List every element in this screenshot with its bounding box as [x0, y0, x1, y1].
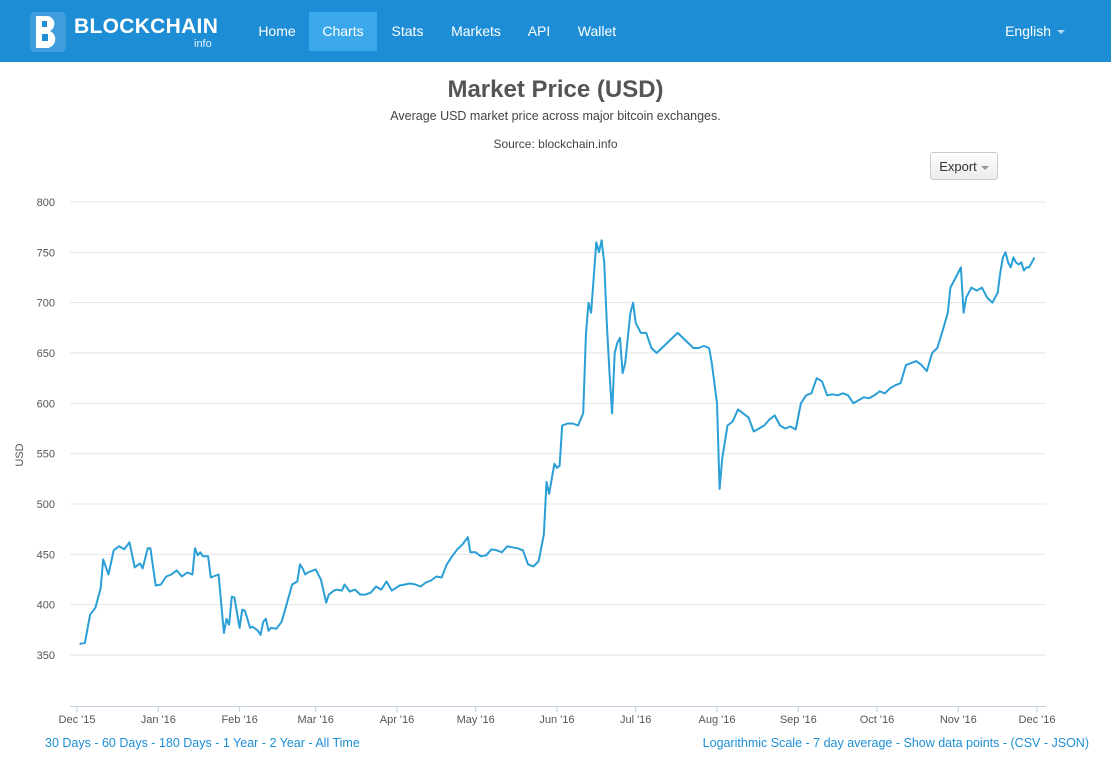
nav-stats[interactable]: Stats [391, 23, 424, 39]
x-tick-label: Jan '16 [141, 714, 176, 726]
brand-subtext: info [194, 38, 212, 50]
x-tick-label: Aug '16 [699, 714, 736, 726]
x-tick-label: Sep '16 [780, 714, 817, 726]
y-tick-label: 450 [37, 549, 55, 561]
x-tick-label: Apr '16 [380, 714, 415, 726]
x-tick-label: Dec '16 [1019, 714, 1056, 726]
x-tick-label: Jul '16 [620, 714, 651, 726]
x-tick-label: Feb '16 [221, 714, 257, 726]
range-1-year[interactable]: 1 Year [222, 736, 259, 750]
json-link[interactable]: JSON [1051, 736, 1085, 750]
range-30-days[interactable]: 30 Days [45, 736, 91, 750]
x-tick-label: Nov '16 [940, 714, 977, 726]
x-tick-label: Dec '15 [59, 714, 96, 726]
csv-link[interactable]: CSV [1014, 736, 1041, 750]
y-tick-label: 400 [37, 600, 55, 612]
top-navbar: BLOCKCHAIN info Home Charts Stats Market… [0, 0, 1111, 62]
export-label: Export [939, 159, 977, 174]
y-axis-ticks: 350 400 450 500 550 600 650 700 750 800 [37, 197, 55, 662]
nav-home[interactable]: Home [258, 23, 296, 39]
chart-options-links: Logarithmic Scale - 7 day average - Show… [702, 736, 1089, 750]
y-tick-label: 350 [37, 650, 55, 662]
y-tick-label: 600 [37, 398, 55, 410]
nav-wallet[interactable]: Wallet [577, 23, 617, 39]
y-tick-label: 700 [37, 298, 55, 310]
export-button[interactable]: Export [930, 152, 998, 180]
show-data-points-link[interactable]: Show data points [903, 736, 1000, 750]
language-label: English [1005, 23, 1051, 39]
language-dropdown[interactable]: English [1005, 12, 1065, 51]
nav-charts[interactable]: Charts [309, 12, 377, 51]
x-tick-label: May '16 [457, 714, 495, 726]
range-60-days[interactable]: 60 Days [101, 736, 148, 750]
nav-markets[interactable]: Markets [451, 23, 501, 39]
y-tick-label: 550 [37, 449, 55, 461]
chevron-down-icon [1057, 30, 1065, 35]
chevron-down-icon [980, 165, 989, 170]
seven-day-average-link[interactable]: 7 day average [813, 736, 893, 750]
range-all-time[interactable]: All Time [315, 736, 360, 750]
y-tick-label: 500 [37, 499, 55, 511]
y-tick-label: 800 [37, 197, 55, 209]
logarithmic-scale-link[interactable]: Logarithmic Scale [702, 736, 803, 750]
page-title: Market Price (USD) [447, 76, 664, 103]
y-axis-label: USD [14, 443, 26, 466]
x-axis: Dec '15 Jan '16 Feb '16 Mar '16 Apr '16 May '… [59, 706, 1056, 726]
x-tick-label: Mar '16 [298, 714, 334, 726]
y-tick-label: 650 [37, 348, 55, 360]
x-tick-label: Jun '16 [539, 714, 574, 726]
nav-api[interactable]: API [527, 23, 551, 39]
brand-name: BLOCKCHAIN [74, 15, 219, 38]
page-subtitle: Average USD market price across major bi… [390, 109, 721, 123]
source-note: Source: blockchain.info [493, 137, 618, 151]
blockchain-logo-icon [30, 12, 66, 52]
price-line [79, 239, 1036, 645]
range-180-days[interactable]: 180 Days [158, 736, 212, 750]
x-tick-label: Oct '16 [860, 714, 895, 726]
y-tick-label: 750 [37, 247, 55, 259]
range-2-year[interactable]: 2 Year [269, 736, 305, 750]
range-links: 30 Days - 60 Days - 180 Days - 1 Year - … [45, 736, 360, 750]
chart-gridlines [70, 201, 1046, 656]
